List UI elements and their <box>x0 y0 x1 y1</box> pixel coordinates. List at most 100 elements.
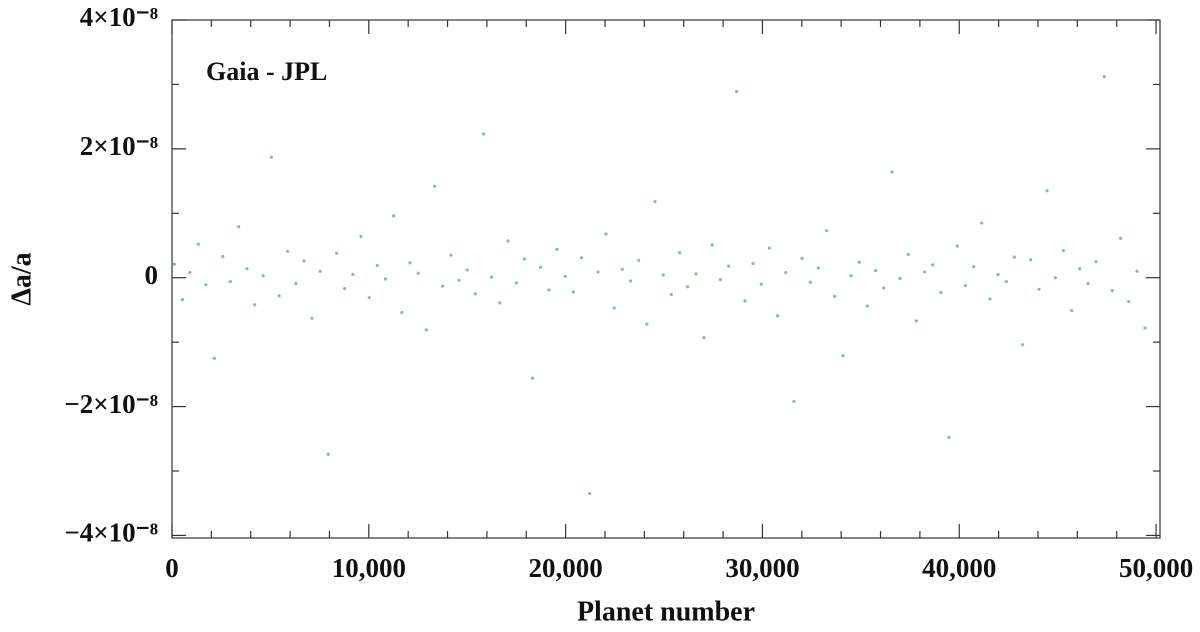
point <box>841 354 845 358</box>
point <box>506 239 510 243</box>
point <box>906 252 910 257</box>
point <box>1053 276 1057 280</box>
plot-frame <box>171 19 1161 539</box>
point <box>890 170 894 174</box>
point <box>833 294 837 298</box>
point <box>1029 258 1033 262</box>
point <box>637 258 641 262</box>
point <box>947 435 951 440</box>
point <box>857 260 861 264</box>
point <box>865 304 869 308</box>
point <box>726 264 731 268</box>
point <box>628 279 633 283</box>
point <box>261 274 265 278</box>
point <box>1119 236 1123 241</box>
point <box>457 278 461 282</box>
point <box>1070 308 1074 313</box>
point <box>245 267 249 271</box>
point <box>1143 326 1147 330</box>
point <box>669 292 673 297</box>
point <box>1037 287 1041 291</box>
point <box>645 322 649 326</box>
point <box>465 268 469 272</box>
point <box>310 316 314 320</box>
point <box>383 277 388 281</box>
y-tick-label: 2×10⁻⁸ <box>80 131 158 161</box>
point <box>441 284 445 288</box>
x-tick-label: 0 <box>165 553 179 583</box>
point <box>1004 279 1008 284</box>
point <box>269 155 273 159</box>
point <box>180 298 185 302</box>
point <box>939 290 943 295</box>
x-axis-label: Planet number <box>577 596 755 627</box>
point <box>874 269 878 273</box>
point <box>408 261 412 265</box>
point <box>735 89 739 94</box>
point <box>334 251 339 255</box>
y-tick-label: 0 <box>145 260 159 290</box>
point <box>677 250 682 255</box>
point <box>294 281 298 286</box>
point <box>1045 189 1049 193</box>
point <box>743 299 747 303</box>
x-tick-label: 40,000 <box>922 553 996 583</box>
point <box>718 278 722 282</box>
point <box>988 297 992 301</box>
point <box>661 273 665 277</box>
point <box>767 246 771 250</box>
point <box>579 256 584 260</box>
point <box>237 225 241 229</box>
point <box>604 232 608 236</box>
point <box>596 270 600 274</box>
point <box>1061 249 1065 253</box>
point <box>694 272 698 276</box>
y-tick-label: 4×10⁻⁸ <box>80 2 158 32</box>
point <box>612 306 616 310</box>
point <box>351 272 355 277</box>
point <box>1110 288 1114 293</box>
point <box>882 286 886 290</box>
point <box>931 263 935 267</box>
point <box>367 296 371 300</box>
point <box>775 314 780 318</box>
point <box>522 257 526 261</box>
point <box>1078 267 1082 271</box>
point <box>302 259 306 263</box>
point <box>539 265 543 270</box>
point <box>914 319 918 323</box>
point <box>172 262 176 266</box>
point <box>1021 343 1025 347</box>
point <box>800 256 804 260</box>
annotation: Gaia - JPL <box>206 57 327 86</box>
point <box>759 282 763 286</box>
point <box>212 356 216 360</box>
point <box>253 303 257 307</box>
point <box>972 265 976 269</box>
point <box>751 261 755 266</box>
point <box>1086 281 1090 286</box>
point <box>204 283 208 287</box>
point <box>849 274 853 278</box>
y-axis-label: Δa/a <box>6 252 37 305</box>
point <box>710 243 714 247</box>
point <box>620 267 624 271</box>
point <box>375 263 379 268</box>
point <box>285 249 290 253</box>
point <box>653 200 657 204</box>
point <box>1102 75 1106 79</box>
point <box>318 269 322 273</box>
point <box>1127 299 1131 304</box>
point <box>898 276 902 280</box>
point <box>498 301 502 305</box>
point <box>963 283 967 288</box>
point <box>359 234 363 239</box>
point <box>686 285 690 289</box>
point <box>449 253 453 257</box>
point <box>432 184 437 188</box>
point <box>221 254 225 259</box>
point <box>424 328 428 332</box>
point <box>555 247 559 251</box>
point <box>702 336 706 340</box>
